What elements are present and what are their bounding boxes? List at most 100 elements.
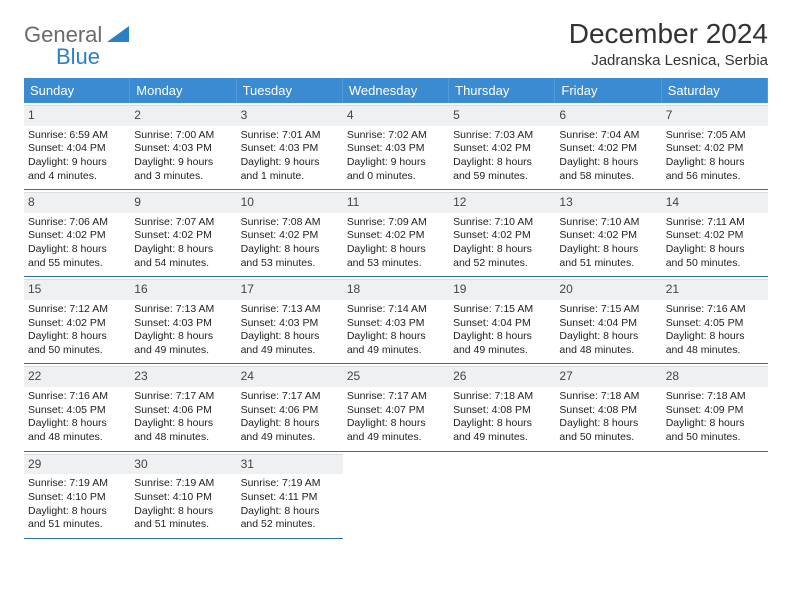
day-info-line: Daylight: 8 hours [134,417,232,431]
day-info-line: Sunrise: 7:19 AM [28,477,126,491]
day-info-line: Daylight: 8 hours [453,417,551,431]
day-number: 9 [130,192,236,213]
day-info-line: Sunset: 4:08 PM [453,404,551,418]
day-info-line: Sunrise: 7:16 AM [666,303,764,317]
day-cell: 6Sunrise: 7:04 AMSunset: 4:02 PMDaylight… [555,103,661,190]
title-block: December 2024 Jadranska Lesnica, Serbia [569,18,768,69]
day-number: 23 [130,366,236,387]
day-info-line: and 49 minutes. [453,344,551,358]
day-info-line: Sunrise: 7:11 AM [666,216,764,230]
day-info-line: and 49 minutes. [347,431,445,445]
day-info-line: Daylight: 8 hours [347,330,445,344]
day-info-line: Daylight: 8 hours [453,156,551,170]
day-info-line: Sunset: 4:07 PM [347,404,445,418]
day-cell: 28Sunrise: 7:18 AMSunset: 4:09 PMDayligh… [662,364,768,451]
day-info-line: Sunset: 4:02 PM [241,229,339,243]
day-info-line: and 50 minutes. [666,431,764,445]
day-info-line: and 59 minutes. [453,170,551,184]
day-number: 5 [449,105,555,126]
page-header: General Blue December 2024 Jadranska Les… [24,18,768,70]
day-info-line: Sunset: 4:03 PM [134,317,232,331]
day-cell: 3Sunrise: 7:01 AMSunset: 4:03 PMDaylight… [237,103,343,190]
day-info-line: Daylight: 9 hours [28,156,126,170]
day-info-line: Sunset: 4:11 PM [241,491,339,505]
day-cell: 4Sunrise: 7:02 AMSunset: 4:03 PMDaylight… [343,103,449,190]
day-info-line: Sunset: 4:08 PM [559,404,657,418]
day-number: 19 [449,279,555,300]
day-info-line: Sunrise: 7:03 AM [453,129,551,143]
day-info-line: Sunset: 4:06 PM [241,404,339,418]
day-number: 27 [555,366,661,387]
day-info-line: Sunset: 4:02 PM [453,229,551,243]
day-cell: 20Sunrise: 7:15 AMSunset: 4:04 PMDayligh… [555,277,661,364]
day-number: 16 [130,279,236,300]
day-info-line: Sunrise: 7:10 AM [559,216,657,230]
day-number: 18 [343,279,449,300]
day-cell: 11Sunrise: 7:09 AMSunset: 4:02 PMDayligh… [343,190,449,277]
day-cell: 16Sunrise: 7:13 AMSunset: 4:03 PMDayligh… [130,277,236,364]
day-info-line: Daylight: 8 hours [453,330,551,344]
day-header: Monday [130,78,236,103]
day-number: 26 [449,366,555,387]
day-info-line: Daylight: 8 hours [559,243,657,257]
day-info-line: and 0 minutes. [347,170,445,184]
day-info-line: Sunset: 4:02 PM [28,229,126,243]
day-cell: 10Sunrise: 7:08 AMSunset: 4:02 PMDayligh… [237,190,343,277]
day-info-line: Sunset: 4:04 PM [453,317,551,331]
day-info-line: and 3 minutes. [134,170,232,184]
day-info-line: Sunset: 4:05 PM [666,317,764,331]
day-info-line: and 49 minutes. [347,344,445,358]
day-info-line: and 50 minutes. [28,344,126,358]
week-row: 15Sunrise: 7:12 AMSunset: 4:02 PMDayligh… [24,277,768,364]
day-cell: 25Sunrise: 7:17 AMSunset: 4:07 PMDayligh… [343,364,449,451]
day-number: 14 [662,192,768,213]
day-header: Tuesday [237,78,343,103]
day-info-line: Daylight: 8 hours [28,417,126,431]
day-number: 30 [130,454,236,475]
day-info-line: and 58 minutes. [559,170,657,184]
day-header: Wednesday [343,78,449,103]
weeks-container: 1Sunrise: 6:59 AMSunset: 4:04 PMDaylight… [24,103,768,539]
day-info-line: and 48 minutes. [559,344,657,358]
day-number: 29 [24,454,130,475]
day-info-line: Daylight: 8 hours [134,505,232,519]
day-number: 1 [24,105,130,126]
day-cell [555,452,661,539]
day-info-line: Daylight: 8 hours [453,243,551,257]
day-cell: 31Sunrise: 7:19 AMSunset: 4:11 PMDayligh… [237,452,343,539]
day-number: 11 [343,192,449,213]
day-info-line: Sunrise: 7:13 AM [241,303,339,317]
day-info-line: and 4 minutes. [28,170,126,184]
day-info-line: Sunrise: 7:18 AM [559,390,657,404]
day-number: 21 [662,279,768,300]
day-cell: 19Sunrise: 7:15 AMSunset: 4:04 PMDayligh… [449,277,555,364]
day-info-line: Daylight: 8 hours [241,330,339,344]
day-info-line: Sunrise: 7:14 AM [347,303,445,317]
day-number: 3 [237,105,343,126]
day-info-line: and 51 minutes. [28,518,126,532]
day-info-line: Sunset: 4:03 PM [134,142,232,156]
page-title: December 2024 [569,18,768,50]
day-cell [449,452,555,539]
day-number: 2 [130,105,236,126]
day-cell: 15Sunrise: 7:12 AMSunset: 4:02 PMDayligh… [24,277,130,364]
day-cell: 5Sunrise: 7:03 AMSunset: 4:02 PMDaylight… [449,103,555,190]
day-header: Saturday [662,78,768,103]
day-info-line: Sunrise: 7:05 AM [666,129,764,143]
day-info-line: Daylight: 8 hours [28,505,126,519]
day-number: 15 [24,279,130,300]
logo-text-blue: Blue [56,44,129,70]
week-row: 8Sunrise: 7:06 AMSunset: 4:02 PMDaylight… [24,190,768,277]
day-info-line: Sunrise: 7:10 AM [453,216,551,230]
day-info-line: and 48 minutes. [28,431,126,445]
week-row: 22Sunrise: 7:16 AMSunset: 4:05 PMDayligh… [24,364,768,451]
week-row: 29Sunrise: 7:19 AMSunset: 4:10 PMDayligh… [24,452,768,539]
day-info-line: Daylight: 9 hours [134,156,232,170]
day-info-line: Sunrise: 7:08 AM [241,216,339,230]
day-info-line: Sunset: 4:02 PM [666,142,764,156]
day-cell: 27Sunrise: 7:18 AMSunset: 4:08 PMDayligh… [555,364,661,451]
day-info-line: Sunrise: 7:09 AM [347,216,445,230]
day-info-line: Daylight: 8 hours [134,330,232,344]
day-cell [662,452,768,539]
day-cell: 24Sunrise: 7:17 AMSunset: 4:06 PMDayligh… [237,364,343,451]
